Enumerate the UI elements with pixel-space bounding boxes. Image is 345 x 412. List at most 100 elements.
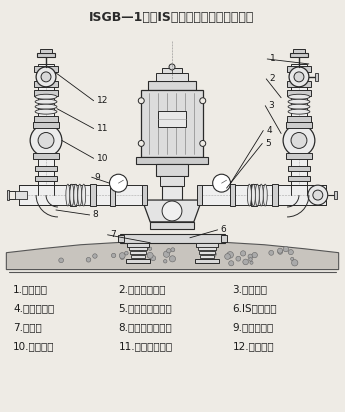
Circle shape (164, 251, 170, 258)
Text: 3.进口弯管: 3.进口弯管 (233, 284, 267, 295)
Text: 6: 6 (220, 225, 226, 234)
Circle shape (111, 253, 116, 258)
Circle shape (277, 248, 283, 253)
Ellipse shape (82, 184, 86, 206)
Circle shape (169, 256, 176, 262)
Bar (158, 111, 186, 126)
Bar (38, 64, 54, 185)
Bar (293, 49, 305, 53)
Bar (148, 81, 196, 90)
Circle shape (36, 67, 56, 87)
Bar (34, 116, 58, 122)
Text: 9: 9 (95, 173, 100, 182)
Circle shape (278, 250, 283, 254)
Circle shape (308, 185, 328, 205)
Circle shape (249, 258, 252, 261)
Bar (288, 166, 310, 171)
Bar (287, 66, 311, 72)
Text: 8: 8 (93, 211, 98, 220)
Bar (290, 53, 308, 57)
Bar (34, 81, 58, 87)
Ellipse shape (74, 184, 78, 206)
Circle shape (164, 260, 167, 263)
Circle shape (125, 251, 128, 255)
Bar (287, 90, 311, 96)
Text: 7: 7 (110, 230, 116, 239)
Circle shape (30, 124, 62, 156)
Bar (272, 184, 278, 206)
Bar (70, 184, 76, 206)
Bar (229, 184, 236, 206)
Circle shape (212, 248, 216, 252)
Bar (315, 73, 318, 81)
Circle shape (120, 255, 124, 260)
Bar (286, 153, 312, 159)
Bar (334, 191, 337, 199)
Circle shape (171, 248, 175, 252)
Ellipse shape (288, 104, 310, 109)
Circle shape (41, 72, 51, 82)
Bar (37, 53, 55, 57)
Circle shape (269, 250, 274, 255)
Circle shape (248, 254, 253, 259)
Text: 5: 5 (265, 139, 271, 148)
Ellipse shape (259, 184, 263, 206)
Text: 10: 10 (97, 154, 108, 163)
Bar (33, 122, 59, 128)
Bar (131, 255, 145, 258)
Bar (129, 247, 147, 250)
Circle shape (229, 261, 234, 266)
Bar (142, 185, 147, 205)
Circle shape (225, 254, 230, 260)
Bar (34, 90, 58, 96)
Bar (252, 184, 257, 206)
Circle shape (252, 253, 257, 258)
Bar (120, 234, 225, 243)
Bar (200, 255, 214, 258)
Circle shape (313, 190, 323, 200)
Bar (196, 243, 218, 247)
Text: 2: 2 (269, 74, 275, 83)
Text: 11.出口扰性接头: 11.出口扰性接头 (118, 341, 172, 351)
Circle shape (200, 98, 206, 104)
Ellipse shape (35, 109, 57, 114)
Circle shape (289, 67, 309, 87)
Ellipse shape (70, 184, 74, 206)
Bar (118, 235, 125, 242)
Text: 7.隔振器: 7.隔振器 (13, 322, 42, 332)
Bar (126, 259, 150, 262)
Circle shape (162, 201, 182, 221)
Bar (162, 68, 182, 73)
Text: 6.IS型联接板: 6.IS型联接板 (233, 303, 277, 313)
Bar (156, 164, 188, 176)
Circle shape (213, 174, 230, 192)
Text: 11: 11 (97, 124, 108, 133)
Ellipse shape (288, 94, 310, 99)
Circle shape (139, 248, 143, 252)
Bar (136, 157, 208, 164)
Text: 4: 4 (266, 126, 272, 135)
Text: 9.出口压力表: 9.出口压力表 (233, 322, 274, 332)
Bar (109, 184, 116, 206)
Circle shape (38, 133, 54, 148)
Bar (34, 66, 58, 72)
Text: 3: 3 (268, 101, 274, 110)
Ellipse shape (78, 184, 82, 206)
Bar (160, 176, 184, 186)
Ellipse shape (255, 184, 259, 206)
Text: 1: 1 (270, 54, 276, 63)
Circle shape (292, 260, 298, 266)
Circle shape (148, 247, 152, 250)
Bar (202, 185, 326, 205)
Bar (156, 73, 188, 81)
Bar (19, 185, 142, 205)
Bar (199, 250, 215, 254)
Bar (15, 191, 27, 199)
Bar (291, 64, 307, 185)
Circle shape (294, 72, 304, 82)
Circle shape (250, 261, 253, 264)
Text: ISGB—1、配IS型联接板，加隔振器安装: ISGB—1、配IS型联接板，加隔振器安装 (89, 11, 255, 24)
Ellipse shape (35, 104, 57, 109)
Ellipse shape (35, 99, 57, 104)
Text: 12.出口阀门: 12.出口阀门 (233, 341, 274, 351)
